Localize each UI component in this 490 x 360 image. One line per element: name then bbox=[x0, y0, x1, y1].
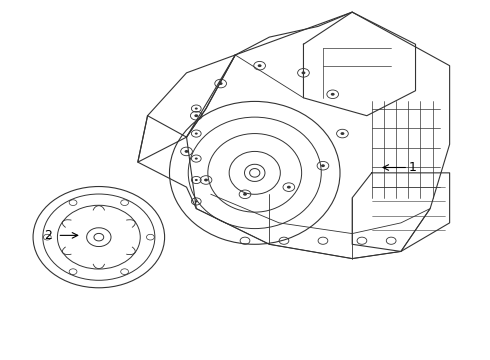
Circle shape bbox=[331, 93, 335, 96]
Text: 1: 1 bbox=[409, 161, 417, 174]
Circle shape bbox=[258, 64, 262, 67]
Circle shape bbox=[195, 114, 198, 117]
Circle shape bbox=[204, 179, 208, 181]
Circle shape bbox=[341, 132, 344, 135]
Circle shape bbox=[195, 132, 198, 135]
Circle shape bbox=[219, 82, 222, 85]
Circle shape bbox=[321, 164, 325, 167]
Circle shape bbox=[195, 157, 198, 159]
Circle shape bbox=[287, 186, 291, 189]
Circle shape bbox=[301, 71, 305, 74]
Circle shape bbox=[185, 150, 189, 153]
Circle shape bbox=[195, 201, 198, 203]
Circle shape bbox=[243, 193, 247, 196]
Text: 2: 2 bbox=[44, 229, 51, 242]
Circle shape bbox=[195, 108, 198, 110]
Circle shape bbox=[195, 179, 198, 181]
